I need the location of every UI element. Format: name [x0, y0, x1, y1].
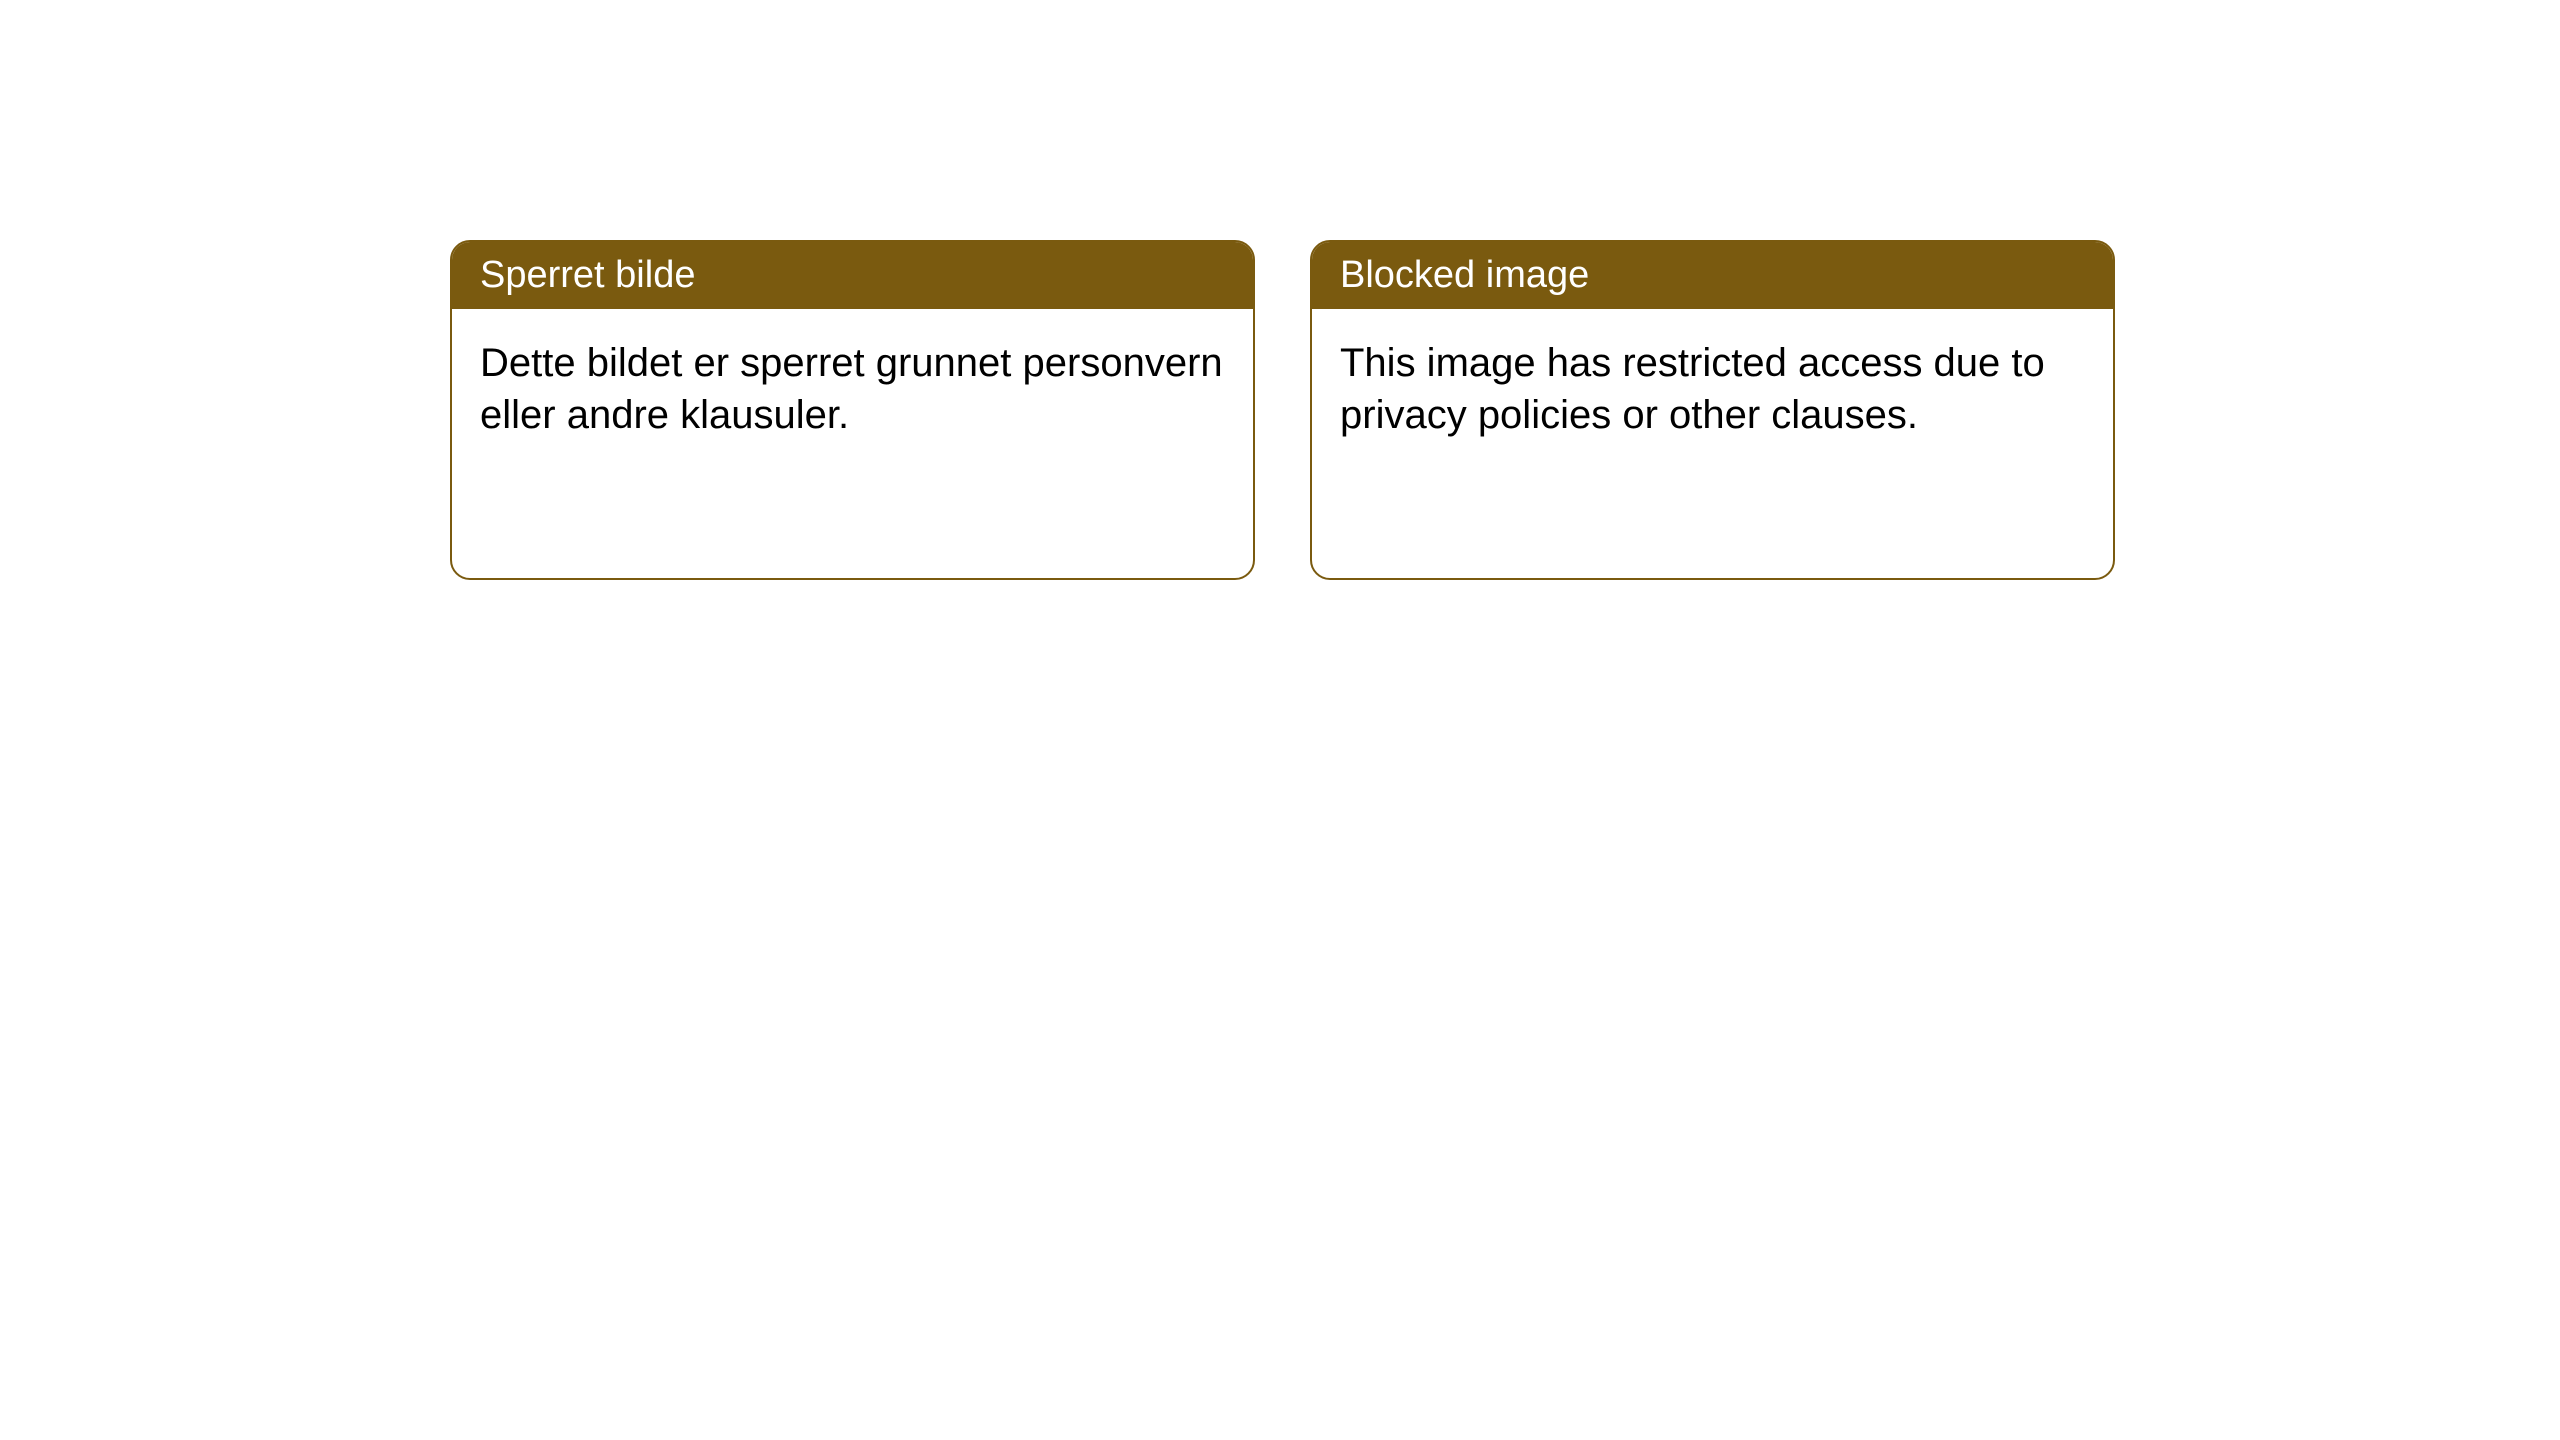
- card-body: This image has restricted access due to …: [1312, 309, 2113, 469]
- card-title: Sperret bilde: [480, 254, 695, 296]
- card-header: Sperret bilde: [452, 242, 1253, 309]
- card-body-text: This image has restricted access due to …: [1340, 341, 2045, 437]
- card-body-text: Dette bildet er sperret grunnet personve…: [480, 341, 1223, 437]
- notice-cards-container: Sperret bilde Dette bildet er sperret gr…: [450, 240, 2115, 580]
- card-header: Blocked image: [1312, 242, 2113, 309]
- notice-card-english: Blocked image This image has restricted …: [1310, 240, 2115, 580]
- card-title: Blocked image: [1340, 254, 1589, 296]
- card-body: Dette bildet er sperret grunnet personve…: [452, 309, 1253, 469]
- notice-card-norwegian: Sperret bilde Dette bildet er sperret gr…: [450, 240, 1255, 580]
